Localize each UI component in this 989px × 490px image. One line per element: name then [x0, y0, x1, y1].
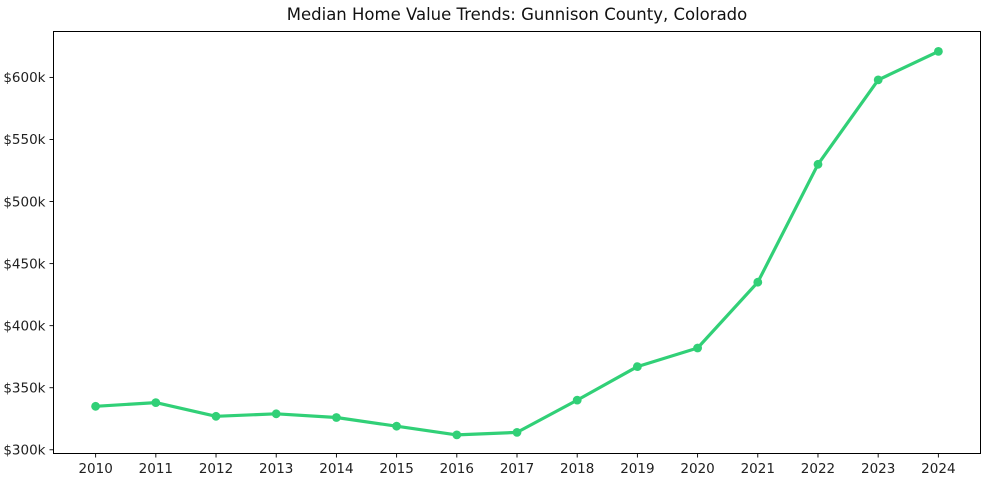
- x-tick-label: 2013: [259, 461, 293, 477]
- data-point-2015: [392, 421, 401, 431]
- data-point-2023: [873, 75, 883, 85]
- y-tick-label: $600k: [3, 70, 45, 86]
- x-tick-label: 2014: [319, 461, 353, 477]
- data-point-2011: [151, 398, 161, 407]
- x-tick-label: 2021: [741, 461, 775, 477]
- y-tick-label: $300k: [3, 443, 45, 459]
- x-tick-label: 2017: [500, 461, 534, 477]
- x-tick-label: 2010: [78, 461, 112, 477]
- data-point-2021: [753, 277, 763, 287]
- data-point-2017: [512, 428, 522, 437]
- chart-title: Median Home Value Trends: Gunnison Count…: [286, 5, 748, 24]
- x-tick-label: 2011: [139, 461, 173, 477]
- x-tick-label: 2015: [379, 461, 413, 477]
- data-point-2018: [572, 395, 582, 405]
- data-point-2020: [693, 343, 702, 353]
- y-tick-label: $450k: [3, 256, 45, 272]
- y-tick-label: $550k: [3, 132, 45, 148]
- x-tick-label: 2018: [560, 461, 594, 477]
- trend-line: [94, 49, 940, 437]
- x-tick-label: 2023: [861, 461, 895, 477]
- data-point-2016: [452, 430, 462, 440]
- y-tick-label: $350k: [3, 380, 45, 396]
- data-point-2012: [211, 411, 221, 421]
- x-tick-label: 2024: [921, 461, 955, 477]
- data-point-2014: [332, 413, 341, 422]
- y-tick-label: $400k: [3, 318, 45, 334]
- x-tick-label: 2012: [199, 461, 233, 477]
- data-point-2024: [934, 47, 943, 56]
- x-tick-label: 2019: [620, 461, 654, 477]
- x-tick-label: 2022: [801, 461, 835, 477]
- x-tick-label: 2020: [680, 461, 714, 477]
- x-tick-label: 2016: [440, 461, 474, 477]
- plot-border: [53, 31, 981, 454]
- data-point-2010: [91, 401, 100, 411]
- data-point-2019: [633, 362, 642, 371]
- y-tick-label: $500k: [3, 194, 45, 210]
- data-point-2022: [813, 159, 823, 169]
- data-point-2013: [271, 409, 281, 419]
